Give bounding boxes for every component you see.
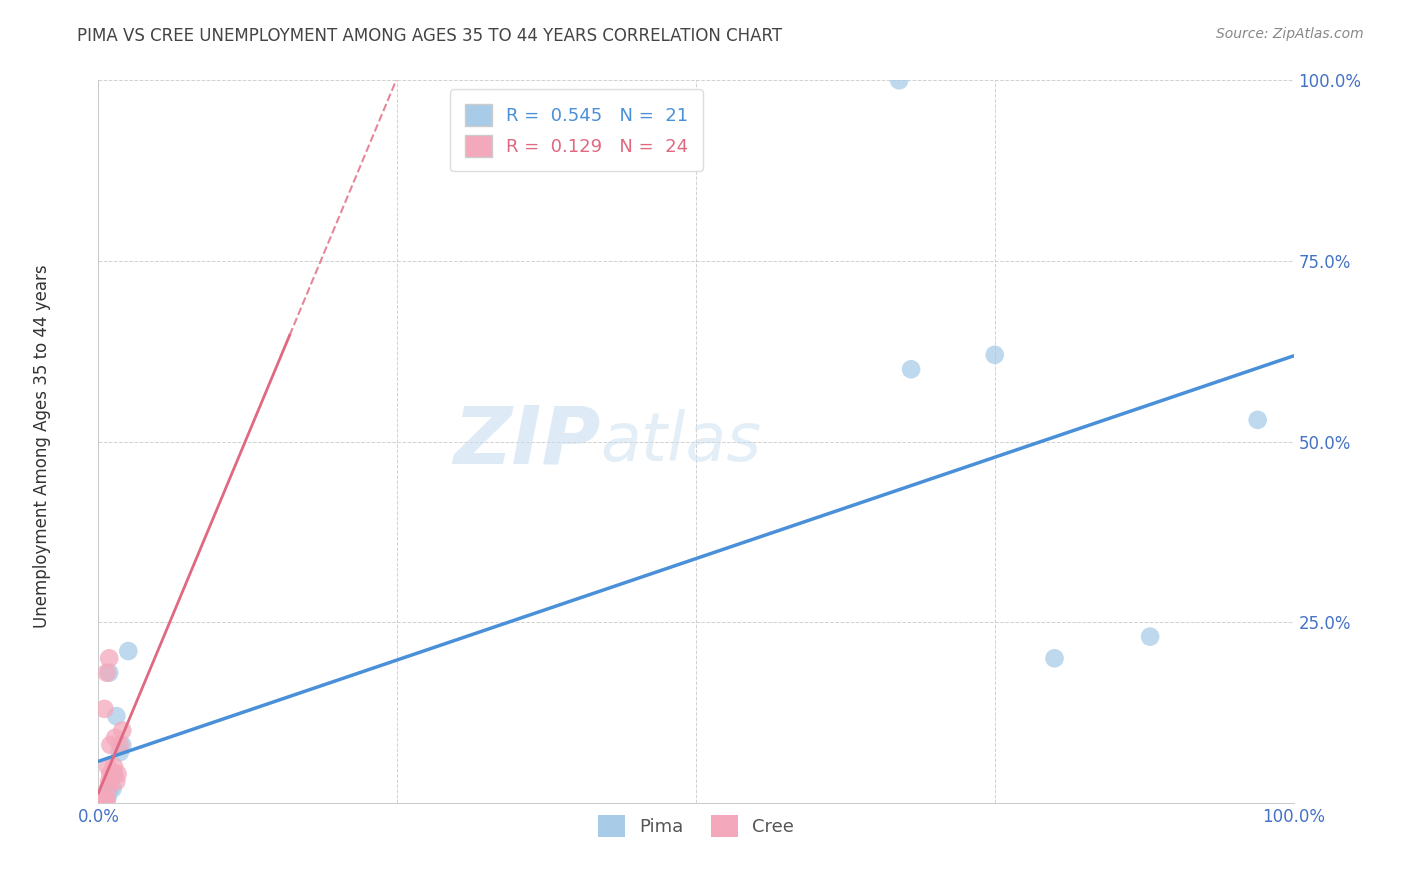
- Point: [103, 760, 125, 774]
- Point: [91, 796, 114, 810]
- Point: [105, 774, 128, 789]
- Point: [1139, 630, 1161, 644]
- Point: [900, 362, 922, 376]
- Point: [91, 796, 114, 810]
- Point: [108, 745, 131, 759]
- Point: [96, 665, 118, 680]
- Point: [93, 792, 115, 806]
- Point: [94, 796, 117, 810]
- Point: [111, 723, 134, 738]
- Point: [98, 738, 122, 752]
- Point: [96, 792, 118, 806]
- Point: [98, 665, 121, 680]
- Point: [93, 796, 115, 810]
- Point: [98, 651, 121, 665]
- Point: [101, 767, 124, 781]
- Point: [98, 781, 122, 796]
- Point: [93, 792, 115, 806]
- Point: [984, 348, 1007, 362]
- Point: [111, 738, 134, 752]
- Point: [97, 781, 120, 796]
- Text: Source: ZipAtlas.com: Source: ZipAtlas.com: [1216, 27, 1364, 41]
- Legend: Pima, Cree: Pima, Cree: [591, 808, 801, 845]
- Point: [93, 702, 115, 716]
- Point: [103, 767, 125, 781]
- Point: [98, 774, 121, 789]
- Text: Unemployment Among Ages 35 to 44 years: Unemployment Among Ages 35 to 44 years: [34, 264, 51, 628]
- Point: [1043, 651, 1066, 665]
- Point: [97, 760, 120, 774]
- Point: [91, 792, 114, 806]
- Point: [105, 709, 128, 723]
- Point: [108, 738, 131, 752]
- Point: [93, 796, 115, 810]
- Text: atlas: atlas: [600, 409, 762, 475]
- Point: [91, 796, 114, 810]
- Text: PIMA VS CREE UNEMPLOYMENT AMONG AGES 35 TO 44 YEARS CORRELATION CHART: PIMA VS CREE UNEMPLOYMENT AMONG AGES 35 …: [77, 27, 783, 45]
- Point: [101, 781, 124, 796]
- Point: [1247, 413, 1270, 427]
- Point: [96, 792, 118, 806]
- Point: [98, 767, 122, 781]
- Point: [97, 785, 120, 799]
- Point: [93, 796, 115, 810]
- Point: [96, 789, 118, 803]
- Point: [104, 731, 127, 745]
- Point: [107, 767, 129, 781]
- Text: ZIP: ZIP: [453, 402, 600, 481]
- Point: [97, 789, 120, 803]
- Point: [91, 792, 114, 806]
- Point: [117, 644, 139, 658]
- Point: [889, 73, 911, 87]
